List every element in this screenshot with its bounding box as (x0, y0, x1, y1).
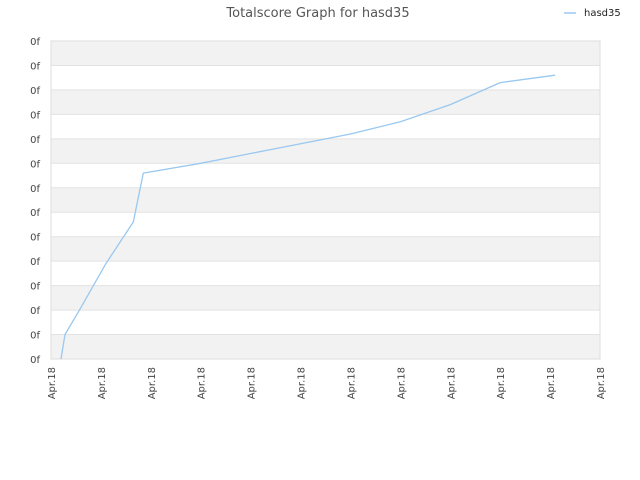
x-tick-label: Apr.18 (596, 367, 607, 399)
plot-band (51, 89, 600, 115)
y-tick-label: 0f (30, 37, 40, 48)
x-tick-label: Apr.18 (97, 367, 108, 399)
y-tick-label: 0f (30, 159, 40, 170)
y-tick-label: 0f (30, 208, 40, 219)
x-axis-tick-labels: Apr.18 Apr.18 Apr.18 Apr.18 Apr.18 Apr.18 Apr.… (47, 367, 607, 399)
x-tick-label: Apr.18 (197, 367, 208, 399)
legend-label-hasd35: hasd35 (584, 8, 621, 19)
y-tick-label: 0f (30, 306, 40, 317)
plot-frame (50, 40, 601, 360)
plot-band (51, 285, 600, 311)
series-line-hasd35 (60, 74, 556, 360)
x-tick-label: Apr.18 (496, 367, 507, 399)
y-tick-label: 0f (30, 135, 40, 146)
plot-band (51, 187, 600, 213)
chart-title: Totalscore Graph for hasd35 (225, 6, 409, 21)
plot-band (51, 334, 600, 359)
x-tick-label: Apr.18 (546, 367, 557, 399)
y-tick-label: 0f (30, 110, 40, 121)
plot-band (51, 41, 600, 66)
legend: hasd35 (564, 8, 621, 19)
y-tick-label: 0f (30, 331, 40, 342)
x-tick-label: Apr.18 (147, 367, 158, 399)
plot-bands (51, 41, 600, 359)
y-axis-tick-labels: 0f 0f 0f 0f 0f 0f 0f 0f 0f 0f 0f 0f 0f 0f (30, 37, 40, 366)
y-tick-label: 0f (30, 184, 40, 195)
y-tick-label: 0f (30, 233, 40, 244)
y-tick-label: 0f (30, 257, 40, 268)
x-tick-label: Apr.18 (297, 367, 308, 399)
x-tick-label: Apr.18 (396, 367, 407, 399)
y-tick-label: 0f (30, 61, 40, 72)
plot-band (51, 138, 600, 164)
series-layer (60, 74, 556, 360)
y-tick-label: 0f (30, 355, 40, 366)
x-tick-label: Apr.18 (47, 367, 58, 399)
x-tick-label: Apr.18 (247, 367, 258, 399)
y-tick-label: 0f (30, 282, 40, 293)
plot-band (51, 236, 600, 262)
y-tick-label: 0f (30, 86, 40, 97)
x-tick-label: Apr.18 (346, 367, 357, 399)
x-tick-label: Apr.18 (446, 367, 457, 399)
